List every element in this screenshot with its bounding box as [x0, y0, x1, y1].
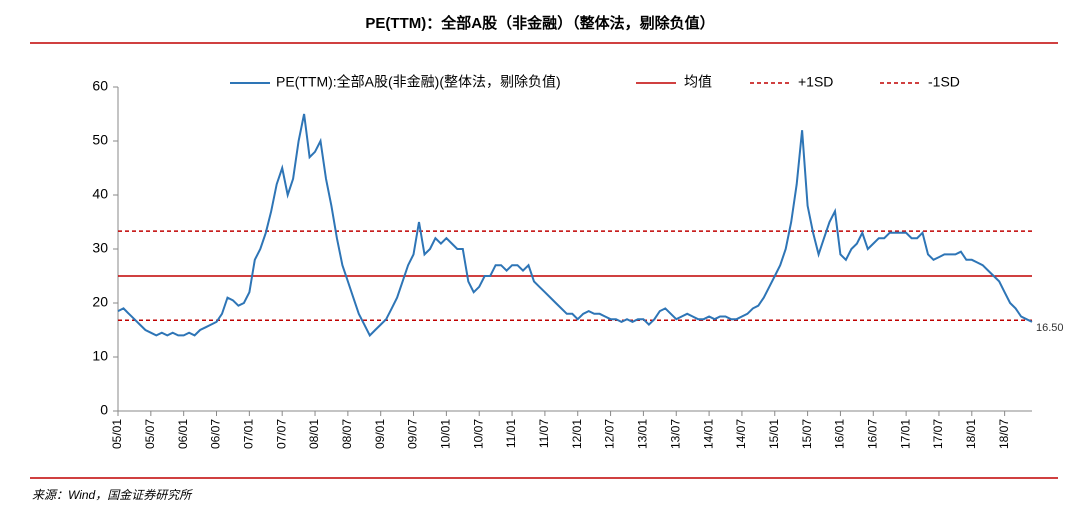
- x-tick-label: 08/07: [340, 419, 354, 449]
- x-tick-label: 17/07: [931, 419, 945, 449]
- x-tick-label: 07/07: [274, 419, 288, 449]
- x-tick-label: 14/01: [701, 419, 715, 449]
- x-tick-label: 09/07: [406, 419, 420, 449]
- x-tick-label: 12/01: [570, 419, 584, 449]
- x-tick-label: 06/01: [176, 419, 190, 449]
- y-tick-label: 20: [92, 294, 108, 310]
- x-tick-label: 14/07: [734, 419, 748, 449]
- x-tick-label: 15/01: [767, 419, 781, 449]
- x-tick-label: 05/07: [143, 419, 157, 449]
- chart-title: PE(TTM)：全部A股（非金融）（整体法，剔除负值）: [365, 14, 714, 32]
- legend-label: +1SD: [798, 74, 833, 90]
- y-tick-label: 10: [92, 348, 108, 364]
- x-tick-label: 11/07: [537, 419, 551, 448]
- x-tick-label: 15/07: [800, 419, 814, 449]
- legend-label: PE(TTM):全部A股(非金融)(整体法，剔除负值): [276, 74, 561, 90]
- x-tick-label: 13/01: [636, 419, 650, 449]
- y-tick-label: 0: [100, 402, 108, 418]
- x-tick-label: 18/01: [964, 419, 978, 449]
- x-tick-label: 05/01: [110, 419, 124, 449]
- x-tick-label: 17/01: [898, 419, 912, 449]
- data-label: 16.50: [1036, 322, 1064, 334]
- x-tick-label: 16/07: [865, 419, 879, 449]
- x-tick-label: 08/01: [307, 419, 321, 449]
- source-note: 来源：Wind，国金证券研究所: [32, 488, 193, 502]
- series-line: [117, 113, 1033, 338]
- x-tick-label: 18/07: [997, 419, 1011, 449]
- x-tick-label: 09/01: [373, 419, 387, 449]
- x-tick-label: 10/07: [471, 419, 485, 449]
- x-tick-label: 13/07: [668, 419, 682, 449]
- y-tick-label: 60: [92, 78, 108, 94]
- x-tick-label: 07/01: [242, 419, 256, 449]
- x-tick-label: 12/07: [603, 419, 617, 449]
- x-tick-label: 16/01: [833, 419, 847, 449]
- y-tick-label: 50: [92, 132, 108, 148]
- legend-label: -1SD: [928, 74, 960, 90]
- legend-label: 均值: [684, 74, 712, 90]
- x-tick-label: 11/01: [504, 419, 518, 448]
- x-tick-label: 10/01: [439, 419, 453, 449]
- y-tick-label: 30: [92, 240, 108, 256]
- x-tick-label: 06/07: [209, 419, 223, 449]
- y-tick-label: 40: [92, 186, 108, 202]
